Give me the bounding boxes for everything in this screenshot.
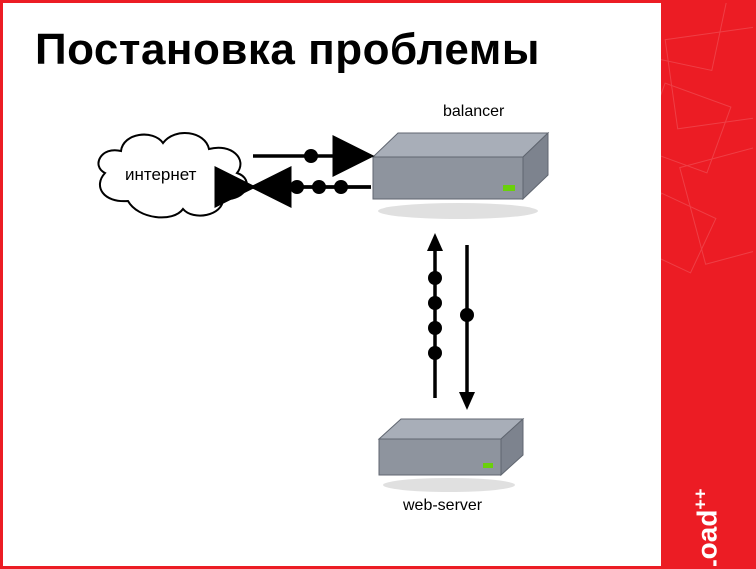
slide-title: Постановка проблемы: [35, 25, 540, 75]
brand-sidebar: HighLoad++: [661, 3, 753, 566]
brand-logo: HighLoad++: [690, 405, 723, 566]
webserver-label: web-server: [403, 497, 482, 515]
sidebar-decor-icon: [661, 3, 753, 296]
webserver-server-icon: [371, 413, 531, 498]
arrows-vertical-icon: [43, 103, 643, 543]
network-diagram: интернет balancer: [43, 103, 643, 543]
brand-suffix: ++: [690, 488, 710, 509]
brand-name: HighLoad: [692, 509, 723, 566]
